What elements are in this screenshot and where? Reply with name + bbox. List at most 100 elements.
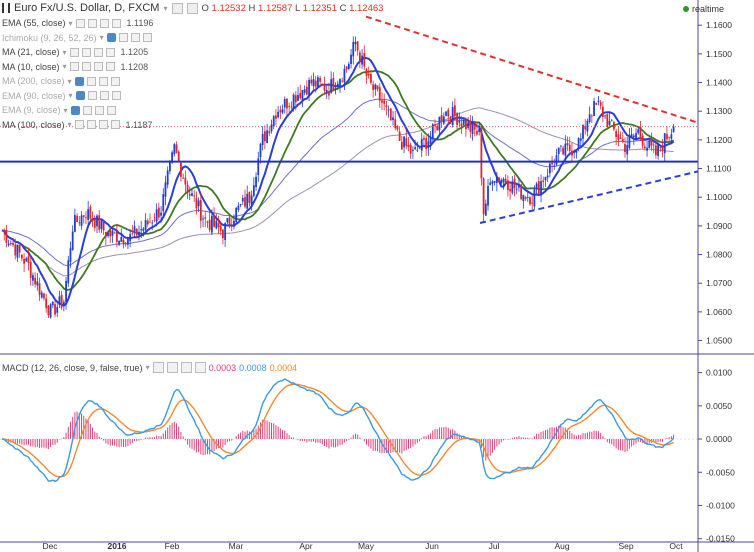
close-icon[interactable]	[180, 362, 192, 373]
close-icon[interactable]	[130, 33, 140, 42]
candle-body	[438, 116, 441, 131]
close-icon[interactable]	[98, 76, 108, 86]
more-icon[interactable]	[111, 18, 121, 28]
indicator-name: EMA (9, close)	[2, 105, 61, 115]
more-icon[interactable]	[105, 47, 115, 57]
chevron-down-icon[interactable]: ▾	[67, 120, 72, 129]
indicator-legend[interactable]: MA (21, close) ▾ 1.1205	[2, 46, 148, 58]
candle-body	[460, 123, 463, 127]
chevron-down-icon[interactable]: ▾	[145, 363, 150, 372]
close-icon[interactable]	[93, 62, 103, 71]
candle-body	[420, 139, 423, 151]
candle-body	[230, 226, 233, 227]
candle-body	[405, 138, 408, 147]
candle-body	[376, 85, 379, 90]
indicator-legend[interactable]: MA (200, close) ▾	[2, 75, 126, 87]
candle-body	[608, 120, 611, 125]
eye-off-icon[interactable]	[106, 33, 116, 42]
settings-icon[interactable]	[87, 91, 97, 100]
settings-icon[interactable]	[118, 33, 128, 42]
chevron-down-icon[interactable]: ▾	[63, 105, 68, 115]
more-icon[interactable]	[194, 362, 206, 373]
indicator-legend[interactable]: EMA (55, close) ▾ 1.1196	[2, 17, 153, 29]
eye-off-icon[interactable]	[74, 76, 84, 86]
indicator-legend[interactable]: MA (100, close) ▾ 1.1187	[2, 119, 152, 131]
eye-icon[interactable]	[69, 62, 79, 71]
indicator-legend[interactable]: EMA (90, close) ▾	[2, 90, 127, 102]
macd-legend[interactable]: MACD (12, 26, close, 9, false, true) ▾ 0…	[2, 362, 297, 373]
more-icon[interactable]	[110, 120, 120, 129]
candle-body	[7, 243, 10, 246]
candle-body	[74, 215, 76, 232]
close-icon[interactable]	[94, 105, 104, 115]
indicator-value: 1.1208	[120, 61, 149, 72]
candle-body	[533, 189, 536, 207]
chevron-down-icon[interactable]: ▾	[67, 76, 72, 86]
settings-icon[interactable]	[81, 62, 91, 71]
x-tick-label: Jul	[489, 541, 500, 551]
eye-icon[interactable]	[69, 47, 79, 57]
eye-icon[interactable]	[152, 362, 164, 373]
candle-body	[613, 122, 615, 130]
candle-body	[219, 225, 222, 231]
candle-body	[162, 194, 165, 212]
close-icon[interactable]	[93, 47, 103, 57]
chevron-down-icon[interactable]: ▾	[99, 33, 104, 42]
chevron-down-icon[interactable]: ▾	[62, 47, 67, 57]
settings-icon[interactable]	[82, 105, 92, 115]
candles-icon	[2, 3, 10, 13]
candle-body	[400, 141, 403, 150]
candle-body	[325, 89, 328, 93]
ohlc-values: O 1.12532 H 1.12587 L 1.12351 C 1.12463	[201, 2, 384, 14]
chevron-down-icon[interactable]: ▾	[68, 91, 73, 100]
candle-body	[283, 99, 286, 108]
more-icon[interactable]	[142, 33, 152, 42]
candle-body	[458, 120, 461, 123]
settings-icon[interactable]	[87, 18, 97, 28]
chevron-down-icon[interactable]: ▾	[163, 3, 168, 13]
x-tick-label: Aug	[554, 541, 569, 551]
indicator-legend[interactable]: EMA (9, close) ▾	[2, 104, 122, 116]
candle-body	[78, 222, 81, 224]
candle-body	[27, 256, 30, 264]
close-icon[interactable]	[99, 91, 109, 100]
settings-icon[interactable]	[166, 362, 178, 373]
realtime-status: realtime	[682, 4, 724, 14]
candle-body	[62, 301, 65, 307]
indicator-legend[interactable]: Ichimoku (9, 26, 52, 26) ▾	[2, 32, 158, 44]
more-icon[interactable]	[105, 62, 115, 71]
candle-body	[339, 79, 341, 86]
candle-body	[131, 233, 134, 234]
candle-body	[531, 202, 534, 204]
close-icon[interactable]	[98, 120, 108, 129]
indicator-legend[interactable]: MA (10, close) ▾ 1.1208	[2, 61, 148, 73]
more-icon[interactable]	[111, 91, 121, 100]
eye-icon[interactable]	[75, 18, 85, 28]
chevron-down-icon[interactable]: ▾	[68, 18, 73, 28]
close-icon[interactable]	[99, 18, 109, 28]
candle-body	[246, 193, 249, 209]
chevron-down-icon[interactable]: ▾	[62, 62, 67, 71]
indicator-value: 1.1205	[120, 47, 149, 57]
candle-body	[358, 52, 361, 63]
settings-icon[interactable]	[86, 120, 96, 129]
candle-body	[476, 130, 478, 135]
eye-off-icon[interactable]	[70, 105, 80, 115]
eye-off-icon[interactable]	[75, 91, 85, 100]
candle-body	[266, 130, 268, 143]
indicator-name: EMA (55, close)	[2, 18, 66, 28]
more-icon[interactable]	[106, 105, 116, 115]
settings-icon[interactable]	[171, 2, 183, 14]
settings-icon[interactable]	[86, 76, 96, 86]
eye-icon[interactable]	[74, 120, 84, 129]
candle-body	[425, 138, 428, 150]
hide-icon[interactable]	[186, 2, 198, 14]
symbol-title[interactable]: Euro Fx/U.S. Dollar, D, FXCM	[14, 2, 160, 14]
candle-body	[96, 215, 98, 227]
candle-body	[118, 240, 120, 245]
more-icon[interactable]	[110, 76, 120, 86]
candle-body	[389, 108, 392, 121]
settings-icon[interactable]	[81, 47, 91, 57]
candle-body	[564, 143, 567, 156]
